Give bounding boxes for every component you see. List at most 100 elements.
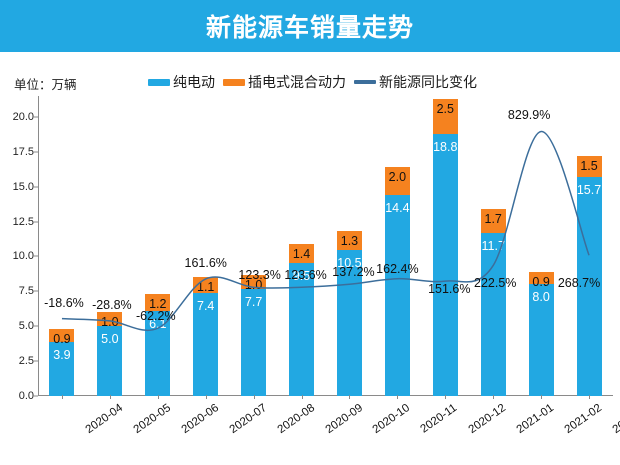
y-axis-tick-label: 12.5 <box>12 215 34 228</box>
bar-value-label-bev: 8.0 <box>532 290 550 305</box>
bar-segment-phev[interactable]: 0.9 <box>528 271 554 288</box>
bar-segment-bev[interactable]: 7.7 <box>241 288 267 396</box>
bar-group[interactable]: 14.4 2.0 <box>384 167 410 396</box>
bar-value-label-phev: 1.1 <box>197 280 215 295</box>
y-axis-tick-label: 2.5 <box>18 355 34 368</box>
legend-label: 新能源同比变化 <box>379 74 477 90</box>
bar-segment-bev[interactable]: 9.5 <box>289 263 315 396</box>
x-axis-tick-mark <box>61 395 63 399</box>
bar-group[interactable]: 7.7 1.0 <box>241 274 267 396</box>
bar-segment-bev[interactable]: 3.9 <box>49 341 75 396</box>
bar-segment-phev[interactable]: 2.5 <box>432 98 458 134</box>
y-axis-tick-label: 20.0 <box>12 110 34 123</box>
bar-segment-bev[interactable]: 8.0 <box>528 284 554 396</box>
y-axis: 0.0 2.5 5.0 7.5 10.0 12.5 15.0 17.5 20.0 <box>0 96 38 402</box>
x-axis-tick-label: 2020-12 <box>466 402 509 437</box>
bar-value-label-bev: 11.7 <box>481 238 505 253</box>
y-axis-tick-label: 17.5 <box>12 145 34 158</box>
legend-item-0[interactable]: 纯电动 <box>148 72 215 92</box>
y-axis-tick-mark <box>34 395 38 397</box>
x-axis-tick-label: 2020-08 <box>275 402 317 437</box>
trend-line-value-label: 151.6% <box>428 282 471 297</box>
x-axis-tick-label: 2020-04 <box>83 402 126 437</box>
bar-value-label-phev: 2.0 <box>388 170 407 185</box>
bar-value-label-bev: 18.8 <box>433 139 458 154</box>
bar-value-label-phev: 0.9 <box>532 274 550 289</box>
y-axis-line <box>38 96 39 396</box>
x-axis-tick-mark <box>493 395 495 399</box>
x-axis-tick-label: 2020-09 <box>323 402 365 437</box>
bar-segment-phev[interactable]: 2.0 <box>384 167 410 196</box>
x-axis-tick-mark <box>253 395 255 399</box>
bar-segment-phev[interactable]: 1.7 <box>480 209 506 233</box>
bar-series-container: 3.9 0.9 5.0 1.0 6.1 1.2 7.4 1.1 7.7 1.0 9.5 1.4 10.5… <box>38 96 613 396</box>
trend-line-value-label: 161.6% <box>184 255 227 270</box>
trend-line-value-label: 123.6% <box>284 268 327 283</box>
y-axis-tick-mark <box>34 360 38 362</box>
x-axis-line <box>38 395 613 397</box>
bar-segment-phev[interactable]: 1.5 <box>576 156 602 177</box>
y-axis-tick-label: 5.0 <box>18 320 34 333</box>
x-axis-tick-label: 2020-06 <box>179 402 221 437</box>
y-axis-tick-mark <box>34 116 38 118</box>
bar-segment-bev[interactable]: 11.7 <box>480 232 506 396</box>
legend-item-1[interactable]: 插电式混合动力 <box>223 72 346 92</box>
trend-line-value-label: -18.6% <box>44 295 84 310</box>
header-bar: 新能源车销量走势 <box>0 0 620 52</box>
bar-value-label-bev: 14.4 <box>385 201 410 216</box>
bar-segment-bev[interactable]: 6.1 <box>145 310 171 396</box>
bar-segment-bev[interactable]: 14.4 <box>384 195 410 396</box>
y-axis-tick-label: 10.0 <box>12 250 34 263</box>
x-axis-tick-label: 2021-01 <box>514 402 557 437</box>
bar-group[interactable]: 10.5 1.3 <box>336 231 362 396</box>
legend-swatch-icon <box>354 80 376 84</box>
x-axis-tick-mark <box>397 395 399 399</box>
bar-segment-phev[interactable]: 0.9 <box>49 329 75 345</box>
bar-segment-bev[interactable]: 5.0 <box>97 326 123 396</box>
unit-label: 单位：万辆 <box>14 78 77 92</box>
y-axis-tick-mark <box>34 255 38 257</box>
x-axis-tick-label: 2021-03 <box>610 402 620 437</box>
legend-swatch-icon <box>148 78 170 86</box>
y-axis-tick-mark <box>34 151 38 153</box>
bar-value-label-phev: 1.5 <box>580 159 598 174</box>
trend-line-value-label: -28.8% <box>92 297 132 312</box>
bar-group[interactable]: 11.7 1.7 <box>480 209 506 396</box>
x-axis-tick-mark <box>541 395 543 399</box>
bar-group[interactable]: 3.9 0.9 <box>49 329 75 396</box>
bar-group[interactable]: 9.5 1.4 <box>289 243 315 396</box>
trend-line-value-label: 222.5% <box>474 276 517 291</box>
bar-group[interactable]: 7.4 1.1 <box>193 277 219 396</box>
y-axis-tick-mark <box>34 290 38 292</box>
bar-value-label-phev: 2.5 <box>436 101 454 116</box>
x-axis-tick-mark <box>445 395 447 399</box>
bar-segment-bev[interactable]: 18.8 <box>432 133 458 396</box>
bar-value-label-phev: 1.4 <box>292 246 311 261</box>
legend-label: 插电式混合动力 <box>248 74 346 90</box>
y-axis-tick-label: 0.0 <box>18 390 34 402</box>
trend-line-value-label: 829.9% <box>507 108 551 123</box>
trend-line-value-label: 123.3% <box>238 268 281 283</box>
legend-item-2[interactable]: 新能源同比变化 <box>354 72 477 92</box>
plot-area: 0.0 2.5 5.0 7.5 10.0 12.5 15.0 17.5 20.0 3.9 0.9 5… <box>0 96 620 436</box>
legend-label: 纯电动 <box>173 74 215 90</box>
bar-group[interactable]: 18.8 2.5 <box>432 98 458 396</box>
bar-segment-phev[interactable]: 1.1 <box>193 277 219 295</box>
bar-segment-bev[interactable]: 7.4 <box>193 292 219 396</box>
bar-segment-phev[interactable]: 1.0 <box>97 312 123 328</box>
bar-segment-phev[interactable]: 1.4 <box>289 243 315 264</box>
chart-legend: 纯电动 插电式混合动力 新能源同比变化 <box>148 72 485 92</box>
bar-group[interactable]: 5.0 1.0 <box>97 312 123 396</box>
bar-value-label-bev: 7.4 <box>197 298 215 313</box>
x-axis-tick-mark <box>349 395 351 399</box>
bar-value-label-bev: 5.0 <box>101 332 119 347</box>
x-axis-tick-mark <box>205 395 207 399</box>
bar-group[interactable]: 8.0 0.9 <box>528 271 554 396</box>
page-title: 新能源车销量走势 <box>205 14 414 42</box>
x-axis-tick-mark <box>589 395 591 399</box>
bar-segment-phev[interactable]: 1.3 <box>336 231 362 250</box>
trend-line-value-label: 162.4% <box>376 261 419 276</box>
y-axis-tick-mark <box>34 221 38 223</box>
x-axis-tick-label: 2020-10 <box>371 402 413 437</box>
